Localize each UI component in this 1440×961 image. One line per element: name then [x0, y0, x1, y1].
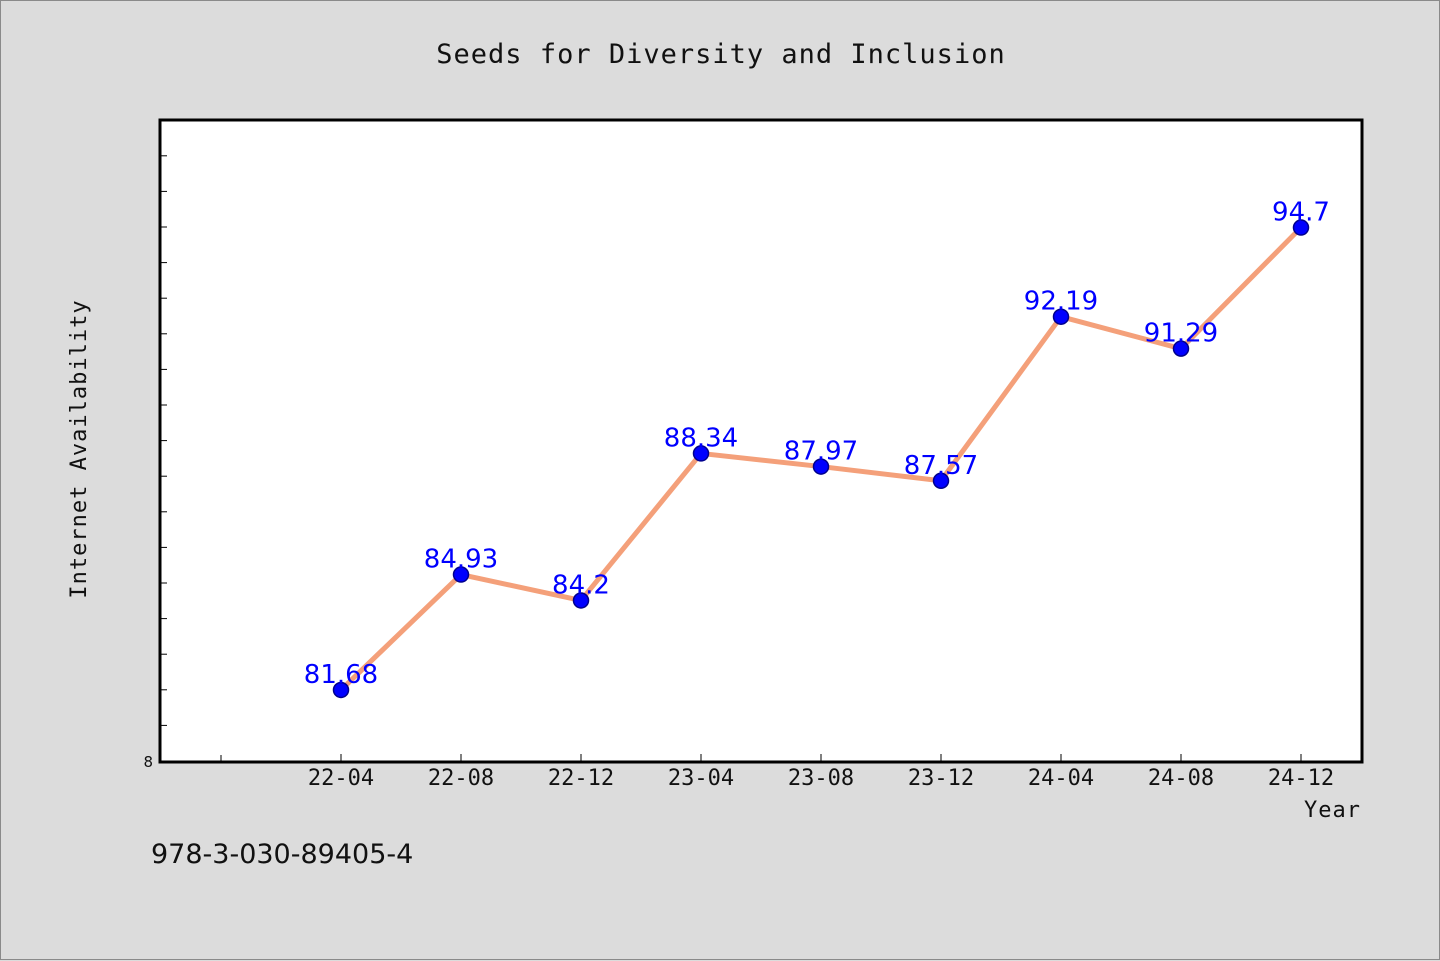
data-label: 84.93 [424, 545, 498, 575]
x-tick-label: 22-04 [308, 766, 374, 791]
data-point [932, 472, 950, 490]
chart-title: Seeds for Diversity and Inclusion [436, 39, 1005, 70]
data-label: 94.7 [1272, 198, 1330, 228]
x-tick-label: 22-12 [548, 766, 614, 791]
x-tick-label: 24-04 [1028, 766, 1094, 791]
x-tick-label: 22-08 [428, 766, 494, 791]
data-label: 84.2 [552, 570, 610, 600]
x-tick-label: 24-08 [1148, 766, 1214, 791]
data-markers [332, 219, 1310, 699]
data-label: 91.29 [1144, 319, 1218, 349]
data-point [812, 458, 830, 475]
data-point [692, 445, 710, 462]
data-point [332, 681, 350, 699]
data-point [1292, 219, 1310, 236]
x-tick-label: 23-08 [788, 766, 854, 791]
y-axis-ticks [161, 155, 167, 726]
data-point [1052, 308, 1070, 325]
data-label: 81.68 [304, 660, 378, 690]
y-axis-title: Internet Availability [67, 299, 92, 598]
data-label: 92.19 [1024, 287, 1098, 317]
x-axis-title: Year [1304, 798, 1361, 823]
isbn-footer: 978-3-030-89405-4 [151, 839, 413, 870]
x-tick-label: 23-12 [908, 766, 974, 791]
data-label: 87.97 [784, 437, 858, 467]
data-point [1172, 340, 1190, 357]
plot-area [158, 118, 1364, 764]
data-point [572, 592, 590, 609]
x-tick-label: 23-04 [668, 766, 734, 791]
data-labels: 81.68 84.93 84.2 88.34 87.97 87.57 92.19 91.29 9… [304, 198, 1330, 690]
data-label: 87.57 [904, 451, 978, 481]
y-tick-label: 8 [143, 753, 153, 771]
x-tick-label: 24-12 [1268, 766, 1334, 791]
x-axis-ticks: 22-04 22-08 22-12 23-04 23-08 23-12 24-04 24-08… [220, 754, 1334, 791]
data-point [452, 566, 470, 583]
data-label: 88.34 [664, 423, 738, 453]
